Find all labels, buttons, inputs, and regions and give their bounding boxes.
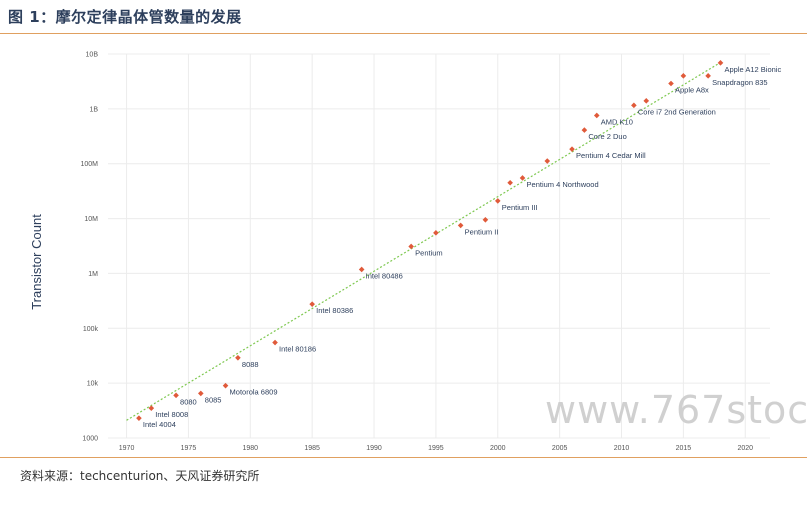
data-point-label: Intel 4004 bbox=[143, 420, 176, 429]
data-point-marker bbox=[494, 198, 501, 204]
data-point-marker bbox=[643, 98, 650, 104]
x-axis-ticks: 1970 1975 1980 1985 1990 1995 2000 2005 2010 2015… bbox=[119, 445, 753, 452]
y-tick-label: 10k bbox=[87, 381, 99, 388]
data-point-marker bbox=[482, 216, 489, 223]
y-tick-label: 100M bbox=[80, 161, 98, 168]
data-point-marker bbox=[272, 339, 278, 346]
data-points bbox=[136, 60, 724, 421]
data-point-marker bbox=[408, 243, 414, 250]
data-point-label: Motorola 6809 bbox=[230, 388, 278, 397]
data-point-label: Pentium III bbox=[502, 203, 538, 212]
x-tick-label: 2000 bbox=[490, 445, 506, 452]
data-point-marker bbox=[631, 102, 637, 109]
y-tick-label: 100k bbox=[83, 326, 99, 333]
data-point-marker bbox=[148, 405, 155, 411]
y-tick-label: 10M bbox=[84, 216, 98, 223]
data-point-marker bbox=[593, 112, 600, 119]
data-point-marker bbox=[705, 73, 711, 79]
data-point-label: Core i7 2nd Generation bbox=[638, 107, 716, 116]
data-point-label: Core 2 Duo bbox=[588, 132, 626, 141]
data-point-label: 8085 bbox=[205, 395, 222, 404]
data-point-marker bbox=[680, 73, 687, 79]
y-axis-ticks: 1000 10k 100k 1M 10M 100M 1B 10B bbox=[80, 52, 98, 443]
x-tick-label: 2005 bbox=[552, 445, 568, 452]
y-tick-label: 10B bbox=[86, 52, 99, 59]
x-tick-label: 2010 bbox=[614, 445, 630, 452]
data-point-marker bbox=[309, 301, 315, 307]
data-point-label: Apple A8x bbox=[675, 85, 709, 94]
data-point-label: Pentium II bbox=[465, 227, 499, 236]
data-point-marker bbox=[457, 222, 464, 229]
data-point-marker bbox=[581, 127, 588, 133]
data-point-label: 8088 bbox=[242, 360, 259, 369]
footer-divider bbox=[0, 457, 807, 458]
data-point-label: Pentium 4 Northwood bbox=[527, 180, 599, 189]
data-point-label: AMD K10 bbox=[601, 117, 633, 126]
data-point-marker bbox=[198, 390, 204, 397]
trend-line bbox=[126, 61, 721, 421]
data-point-marker bbox=[136, 415, 142, 421]
data-point-label: Snapdragon 835 bbox=[712, 78, 767, 87]
data-point-label: Intel 8008 bbox=[155, 410, 188, 419]
data-point-label: Apple A12 Bionic bbox=[725, 65, 782, 74]
data-point-label: Intel 80386 bbox=[316, 306, 353, 315]
x-tick-label: 2015 bbox=[676, 445, 692, 452]
figure-title: 图 1：摩尔定律晶体管数量的发展 bbox=[8, 8, 242, 26]
data-point-label: 8080 bbox=[180, 397, 197, 406]
x-tick-label: 1975 bbox=[181, 445, 197, 452]
data-point-marker bbox=[544, 158, 551, 164]
data-point-marker bbox=[222, 382, 229, 389]
data-point-marker bbox=[235, 354, 241, 361]
data-point-marker bbox=[358, 266, 365, 273]
data-point-marker bbox=[433, 230, 439, 236]
y-tick-label: 1000 bbox=[82, 436, 98, 443]
x-tick-label: 1985 bbox=[304, 445, 320, 452]
data-point-marker bbox=[717, 60, 724, 66]
y-tick-label: 1M bbox=[88, 271, 98, 278]
data-point-marker bbox=[173, 392, 179, 399]
data-point-marker bbox=[519, 175, 526, 181]
data-point-label: Pentium bbox=[415, 248, 443, 257]
source-note: 资料来源：techcenturion、天风证券研究所 bbox=[20, 469, 260, 483]
trend-line-group bbox=[126, 61, 721, 421]
data-point-label: Intel 80486 bbox=[366, 271, 403, 280]
x-tick-label: 1995 bbox=[428, 445, 444, 452]
x-tick-label: 1970 bbox=[119, 445, 135, 452]
data-point-marker bbox=[668, 80, 674, 87]
watermark: www.767stock bbox=[545, 388, 807, 432]
x-tick-label: 1990 bbox=[366, 445, 382, 452]
data-point-marker bbox=[569, 146, 575, 152]
y-axis-label: Transistor Count bbox=[29, 214, 44, 310]
x-tick-label: 1980 bbox=[243, 445, 259, 452]
title-divider bbox=[0, 33, 807, 34]
data-point-marker bbox=[507, 179, 513, 186]
data-point-label: Intel 80186 bbox=[279, 345, 316, 354]
x-tick-label: 2020 bbox=[737, 445, 753, 452]
data-point-label: Pentium 4 Cedar Mill bbox=[576, 151, 646, 160]
y-tick-label: 1B bbox=[89, 106, 98, 113]
chart-grid bbox=[108, 53, 770, 439]
